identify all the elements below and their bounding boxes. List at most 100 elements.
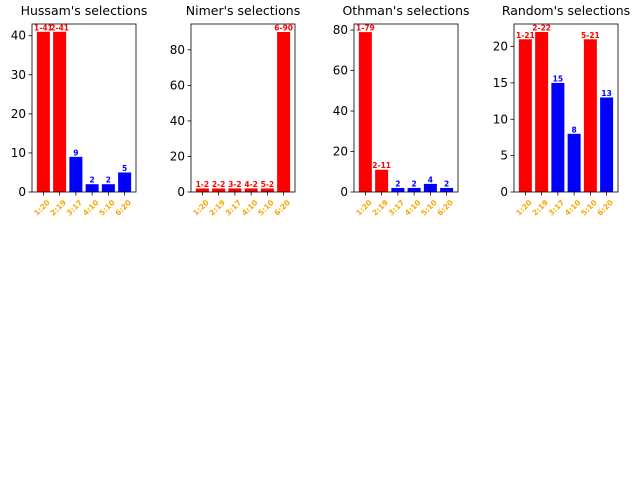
bar-value-label: 2-22 — [532, 24, 551, 33]
chart-panel-1: Hussam's selections 1-41 1:20 2-41 2:19 9 3:17… — [11, 3, 148, 218]
x-tick-label: 3:17 — [224, 198, 244, 218]
y-tick-label: 10 — [493, 112, 508, 126]
bar-value-label: 5-21 — [581, 31, 600, 40]
x-tick-label: 6:20 — [595, 198, 615, 218]
bar — [358, 32, 372, 192]
x-tick-label: 4:10 — [240, 198, 260, 218]
bar — [583, 39, 597, 192]
bar — [535, 32, 549, 192]
axes-frame — [353, 23, 459, 193]
bar — [53, 31, 67, 193]
bar-value-label: 15 — [553, 74, 563, 83]
x-tick-label: 2:19 — [530, 198, 550, 218]
bar-value-label: 4 — [428, 175, 433, 184]
y-tick-label: 40 — [11, 29, 26, 43]
x-tick-label: 3:17 — [547, 198, 567, 218]
chart-title: Hussam's selections — [21, 3, 148, 18]
y-tick-label: 60 — [333, 64, 348, 78]
x-tick-label: 6:20 — [435, 198, 455, 218]
bar-value-label: 6-90 — [274, 24, 293, 33]
bar-value-label: 5-2 — [261, 180, 275, 189]
x-tick-label: 2:19 — [48, 198, 68, 218]
chart-title: Random's selections — [502, 3, 630, 18]
bar — [195, 188, 209, 192]
x-tick-label: 6:20 — [272, 198, 292, 218]
axes-frame — [31, 23, 137, 193]
y-tick-label: 40 — [333, 104, 348, 118]
y-tick-label: 0 — [500, 185, 508, 199]
bar — [391, 187, 405, 192]
y-tick-label: 20 — [493, 40, 508, 54]
bar-value-label: 8 — [572, 125, 577, 134]
x-tick-label: 1:20 — [514, 198, 534, 218]
bar-value-label: 9 — [73, 148, 78, 157]
bar-value-label: 2 — [444, 179, 449, 188]
chart-panel-3: Othman's selections 1-79 1:20 2-11 2:19 2 3:17… — [333, 3, 470, 218]
y-tick-label: 5 — [500, 149, 508, 163]
bar — [567, 133, 581, 192]
x-tick-label: 2:19 — [370, 198, 390, 218]
bar — [423, 183, 437, 192]
y-tick-label: 80 — [333, 23, 348, 37]
y-tick-label: 80 — [170, 43, 185, 57]
bar-value-label: 2 — [90, 176, 95, 185]
x-tick-label: 3:17 — [65, 198, 85, 218]
x-tick-label: 6:20 — [113, 198, 133, 218]
y-tick-label: 0 — [340, 185, 348, 199]
y-tick-label: 15 — [493, 76, 508, 90]
x-tick-label: 4:10 — [403, 198, 423, 218]
bar-value-label: 3-2 — [228, 180, 242, 189]
x-tick-label: 5:10 — [419, 198, 439, 218]
y-tick-label: 0 — [18, 185, 26, 199]
bar-value-label: 5 — [122, 164, 127, 173]
x-tick-label: 1:20 — [354, 198, 374, 218]
bar — [228, 188, 242, 192]
x-tick-label: 5:10 — [97, 198, 117, 218]
x-tick-label: 5:10 — [256, 198, 276, 218]
axes-frame — [190, 23, 296, 193]
bar-value-label: 2-2 — [212, 180, 226, 189]
bar-value-label: 1-41 — [34, 23, 53, 32]
chart-title: Othman's selections — [342, 3, 469, 18]
y-tick-label: 0 — [177, 185, 185, 199]
bar — [69, 156, 83, 192]
chart-panel-4: Random's selections 1-21 1:20 2-22 2:19 15 3:1… — [493, 3, 630, 218]
y-tick-label: 20 — [333, 145, 348, 159]
bar — [101, 184, 115, 192]
y-tick-label: 10 — [11, 146, 26, 160]
chart-panel-2: Nimer's selections1-21:202-22:193-23:174… — [170, 3, 301, 218]
bar — [551, 82, 565, 192]
bar-value-label: 2-11 — [372, 161, 391, 170]
bar — [518, 39, 532, 192]
x-tick-label: 5:10 — [579, 198, 599, 218]
y-tick-label: 20 — [11, 107, 26, 121]
bar-value-label: 2 — [412, 179, 417, 188]
bar — [244, 188, 258, 192]
bar — [440, 187, 454, 192]
bar — [375, 169, 389, 192]
bar-value-label: 13 — [601, 89, 611, 98]
bar-value-label: 1-2 — [196, 180, 210, 189]
bar — [85, 184, 99, 192]
chart-title: Nimer's selections — [186, 3, 300, 18]
x-tick-label: 3:17 — [387, 198, 407, 218]
y-tick-label: 30 — [11, 68, 26, 82]
bar — [600, 97, 614, 192]
y-tick-label: 60 — [170, 78, 185, 92]
x-tick-label: 4:10 — [563, 198, 583, 218]
bar — [118, 172, 132, 192]
bar-value-label: 2-41 — [50, 23, 69, 32]
x-tick-label: 1:20 — [191, 198, 211, 218]
y-tick-label: 20 — [170, 149, 185, 163]
bar-value-label: 1-21 — [516, 31, 535, 40]
axes-frame — [513, 23, 619, 193]
y-tick-label: 40 — [170, 114, 185, 128]
bar — [260, 188, 274, 192]
bar — [277, 32, 291, 192]
bar-value-label: 4-2 — [244, 180, 258, 189]
bar — [407, 187, 421, 192]
x-tick-label: 4:10 — [81, 198, 101, 218]
x-tick-label: 2:19 — [207, 198, 227, 218]
x-tick-label: 1:20 — [32, 198, 52, 218]
